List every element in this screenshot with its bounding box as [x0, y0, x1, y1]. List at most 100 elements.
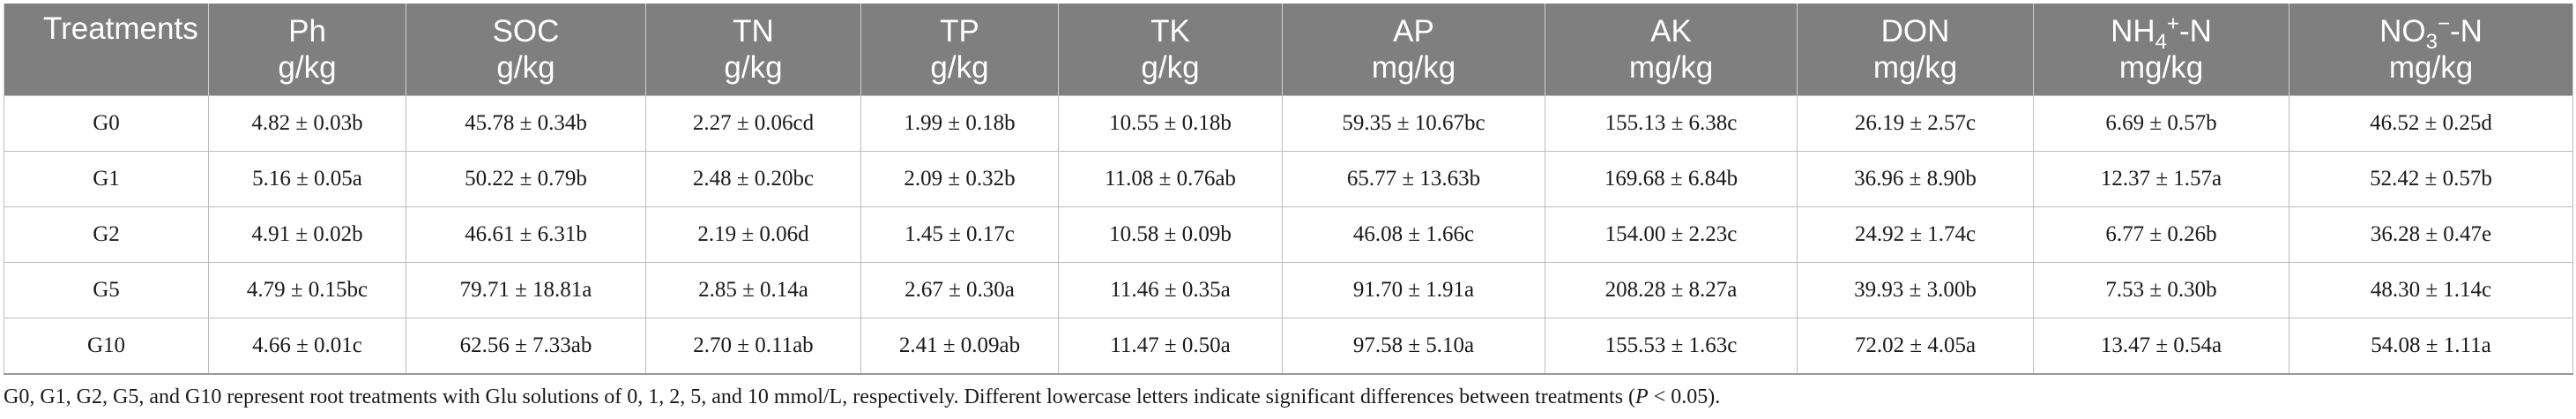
value-cell: 1.99 ± 0.18b [860, 95, 1059, 152]
value-cell: 6.69 ± 0.57b [2033, 95, 2289, 152]
value-cell: 46.61 ± 6.31b [406, 206, 646, 263]
soil-properties-table: Treatments Ph g/kg SOC g/kg TN g/kg TP g/kg TK g/k… [4, 4, 2573, 375]
value-cell: 1.45 ± 0.17c [860, 206, 1059, 263]
value-cell: 155.13 ± 6.38c [1545, 95, 1798, 152]
table-row: G10 4.66 ± 0.01c 62.56 ± 7.33ab 2.70 ± 0.11… [4, 318, 2573, 375]
table-body: G0 4.82 ± 0.03b 45.78 ± 0.34b 2.27 ± 0.06cd… [4, 95, 2573, 375]
column-header-unit: g/kg [724, 50, 783, 85]
value-cell: 36.28 ± 0.47e [2289, 206, 2573, 263]
treatment-cell: G0 [4, 95, 209, 152]
value-cell: 97.58 ± 5.10a [1282, 318, 1545, 375]
column-header-name: TP [940, 14, 979, 49]
value-cell: 4.66 ± 0.01c [208, 318, 406, 375]
column-header-10: NO3−-N mg/kg [2289, 4, 2573, 96]
column-header-superscript: + [2166, 11, 2179, 36]
column-header-name: NO3−-N [2289, 11, 2572, 53]
value-cell: 13.47 ± 0.54a [2033, 318, 2289, 375]
column-header-name-suffix: -N [2449, 14, 2483, 49]
column-header-2: SOC g/kg [406, 4, 646, 96]
value-cell: 2.48 ± 0.20bc [645, 151, 861, 207]
column-header-unit: mg/kg [1628, 50, 1714, 85]
value-cell: 24.92 ± 1.74c [1797, 206, 2034, 263]
column-header-name-base: NH [2111, 14, 2155, 49]
footnote-text-after: < 0.05). [1648, 385, 1721, 408]
column-header-unit: g/kg [930, 50, 989, 85]
value-cell: 2.09 ± 0.32b [860, 151, 1059, 207]
column-header-9: NH4+-N mg/kg [2033, 4, 2289, 96]
footnote-text-before: G0, G1, G2, G5, and G10 represent root t… [4, 385, 1636, 408]
column-header-3: TN g/kg [645, 4, 861, 96]
value-cell: 4.79 ± 0.15bc [208, 262, 406, 318]
column-header-5: TK g/kg [1058, 4, 1283, 96]
value-cell: 2.41 ± 0.09ab [860, 318, 1059, 375]
value-cell: 50.22 ± 0.79b [406, 151, 646, 207]
value-cell: 4.91 ± 0.02b [208, 206, 406, 263]
value-cell: 59.35 ± 10.67bc [1282, 95, 1545, 152]
value-cell: 12.37 ± 1.57a [2033, 151, 2289, 207]
value-cell: 2.19 ± 0.06d [645, 206, 861, 263]
value-cell: 2.70 ± 0.11ab [645, 318, 861, 375]
value-cell: 2.67 ± 0.30a [860, 262, 1059, 318]
value-cell: 6.77 ± 0.26b [2033, 206, 2289, 263]
column-header-name: TK [1150, 14, 1190, 49]
value-cell: 11.08 ± 0.76ab [1058, 151, 1283, 207]
value-cell: 208.28 ± 8.27a [1545, 262, 1798, 318]
column-header-superscript: − [2437, 11, 2450, 36]
column-header-name: SOC [492, 14, 560, 49]
header-row: Treatments Ph g/kg SOC g/kg TN g/kg TP g/kg TK g/k… [4, 4, 2573, 96]
column-header-unit: mg/kg [2118, 50, 2204, 85]
column-header-unit: mg/kg [1371, 50, 1456, 85]
value-cell: 11.46 ± 0.35a [1058, 262, 1283, 318]
table-header: Treatments Ph g/kg SOC g/kg TN g/kg TP g/kg TK g/k… [4, 4, 2573, 96]
column-header-unit: mg/kg [2388, 50, 2474, 85]
value-cell: 62.56 ± 7.33ab [406, 318, 646, 375]
value-cell: 11.47 ± 0.50a [1058, 318, 1283, 375]
table-row: G2 4.91 ± 0.02b 46.61 ± 6.31b 2.19 ± 0.06d 1… [4, 206, 2573, 263]
column-header-8: DON mg/kg [1797, 4, 2034, 96]
value-cell: 154.00 ± 2.23c [1545, 206, 1798, 263]
column-header-4: TP g/kg [860, 4, 1059, 96]
value-cell: 54.08 ± 1.11a [2289, 318, 2573, 375]
column-header-name: AP [1393, 14, 1434, 49]
column-header-subscript: 3 [2425, 30, 2438, 54]
column-header-6: AP mg/kg [1282, 4, 1545, 96]
value-cell: 5.16 ± 0.05a [208, 151, 406, 207]
column-header-name: Treatments [43, 11, 198, 46]
value-cell: 46.52 ± 0.25d [2289, 95, 2573, 152]
value-cell: 2.27 ± 0.06cd [645, 95, 861, 152]
value-cell: 39.93 ± 3.00b [1797, 262, 2034, 318]
value-cell: 169.68 ± 6.84b [1545, 151, 1798, 207]
column-header-name: TN [733, 14, 774, 49]
value-cell: 10.55 ± 0.18b [1058, 95, 1283, 152]
column-header-subscript: 4 [2155, 30, 2167, 54]
column-header-0: Treatments [4, 4, 209, 96]
table-row: G5 4.79 ± 0.15bc 79.71 ± 18.81a 2.85 ± 0.14… [4, 262, 2573, 318]
table-footnote: G0, G1, G2, G5, and G10 represent root t… [4, 385, 1720, 409]
column-header-name-suffix: -N [2179, 14, 2212, 49]
value-cell: 65.77 ± 13.63b [1282, 151, 1545, 207]
column-header-unit: g/kg [496, 50, 555, 85]
value-cell: 7.53 ± 0.30b [2033, 262, 2289, 318]
table-row: G1 5.16 ± 0.05a 50.22 ± 0.79b 2.48 ± 0.20bc… [4, 151, 2573, 207]
value-cell: 48.30 ± 1.14c [2289, 262, 2573, 318]
treatment-cell: G2 [4, 206, 209, 263]
value-cell: 36.96 ± 8.90b [1797, 151, 2034, 207]
results-table-container: Treatments Ph g/kg SOC g/kg TN g/kg TP g/kg TK g/k… [4, 4, 2573, 375]
value-cell: 52.42 ± 0.57b [2289, 151, 2573, 207]
column-header-1: Ph g/kg [208, 4, 406, 96]
column-header-name: Ph [288, 14, 326, 49]
value-cell: 26.19 ± 2.57c [1797, 95, 2034, 152]
column-header-name: DON [1880, 14, 1950, 49]
table-row: G0 4.82 ± 0.03b 45.78 ± 0.34b 2.27 ± 0.06cd… [4, 95, 2573, 152]
footnote-p-symbol: P [1635, 385, 1649, 408]
value-cell: 46.08 ± 1.66c [1282, 206, 1545, 263]
value-cell: 91.70 ± 1.91a [1282, 262, 1545, 318]
column-header-7: AK mg/kg [1545, 4, 1798, 96]
column-header-name: NH4+-N [2034, 11, 2289, 53]
value-cell: 72.02 ± 4.05a [1797, 318, 2034, 375]
column-header-unit: g/kg [1141, 50, 1200, 85]
value-cell: 10.58 ± 0.09b [1058, 206, 1283, 263]
value-cell: 155.53 ± 1.63c [1545, 318, 1798, 375]
value-cell: 79.71 ± 18.81a [406, 262, 646, 318]
value-cell: 2.85 ± 0.14a [645, 262, 861, 318]
